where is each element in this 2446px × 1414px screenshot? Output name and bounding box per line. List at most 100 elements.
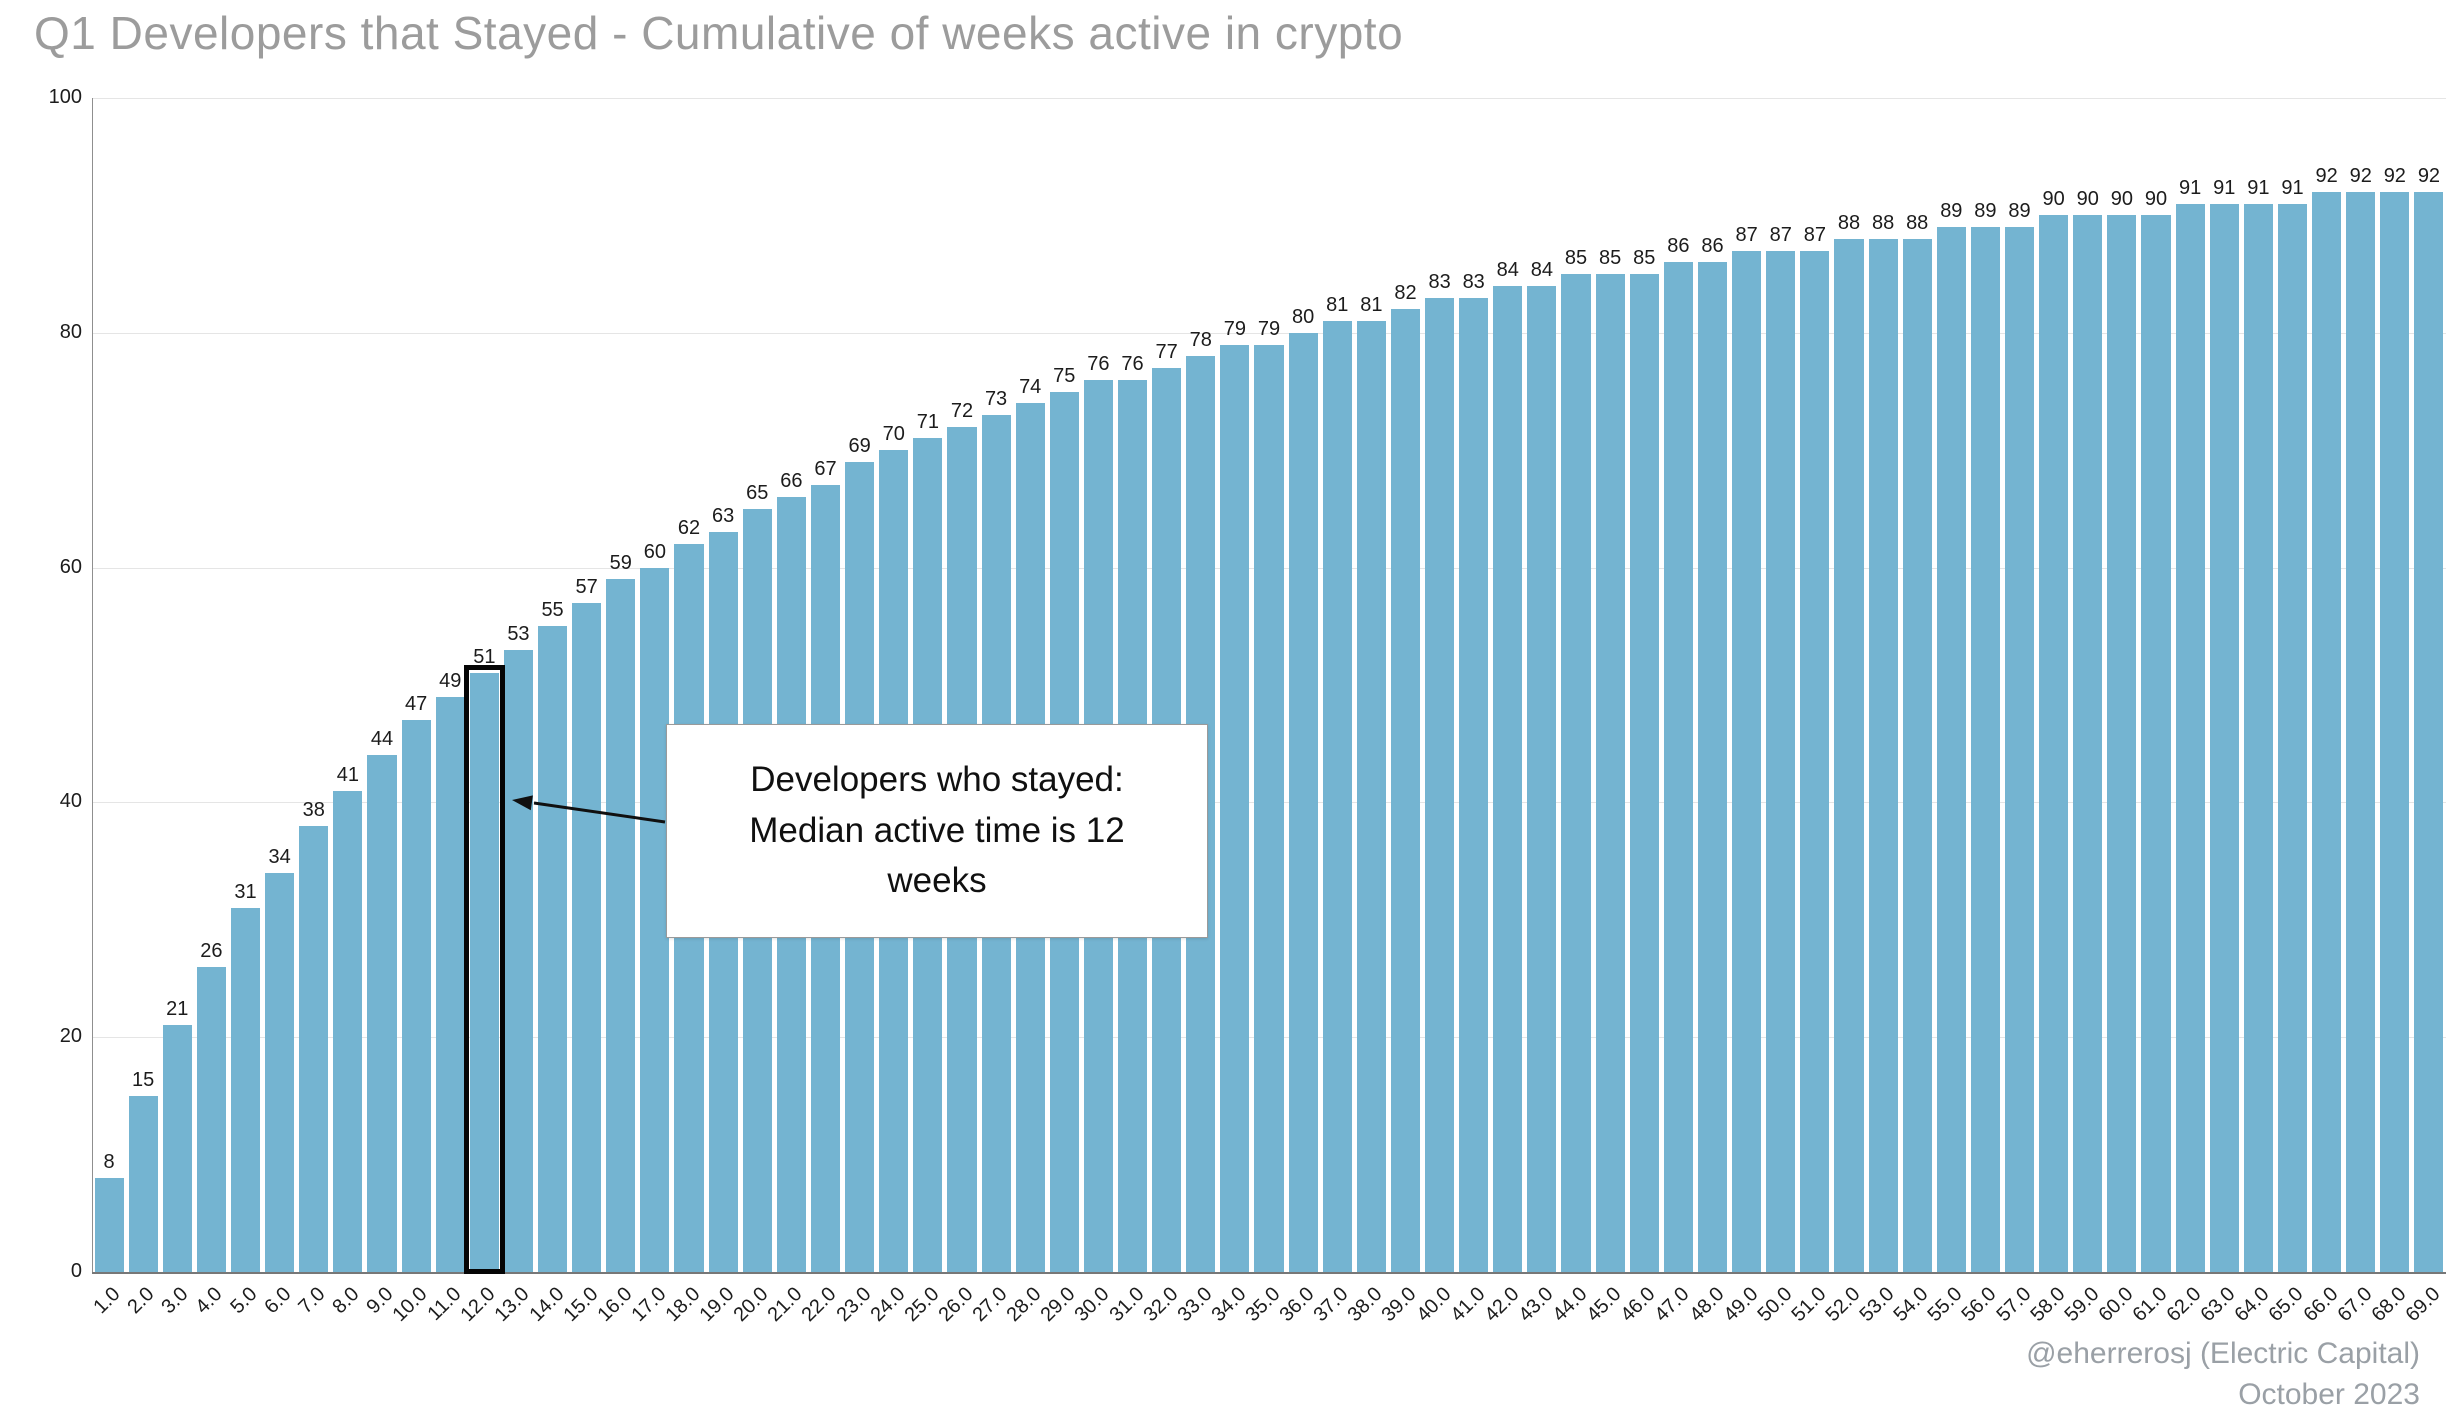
bar-value-label: 87 bbox=[1769, 223, 1792, 246]
bar bbox=[2277, 203, 2308, 1272]
bar-value-label: 83 bbox=[1428, 270, 1451, 293]
highlighted-bar-outline bbox=[463, 665, 505, 1274]
bar-value-label: 91 bbox=[2213, 176, 2236, 199]
bar-value-label: 82 bbox=[1394, 282, 1417, 305]
bar bbox=[2380, 191, 2410, 1272]
y-tick-label: 80 bbox=[59, 320, 82, 343]
bar-value-label: 92 bbox=[2383, 164, 2406, 187]
bar bbox=[606, 579, 636, 1272]
chart-credit: @eherrerosj (Electric Capital) October 2… bbox=[2026, 1334, 2420, 1414]
bar bbox=[94, 1178, 124, 1272]
bar-value-label: 66 bbox=[780, 470, 803, 493]
bar bbox=[230, 908, 261, 1272]
bar bbox=[1697, 262, 1728, 1272]
bar bbox=[538, 626, 568, 1272]
bar-value-label: 78 bbox=[1189, 329, 1212, 352]
bar-value-label: 15 bbox=[132, 1068, 155, 1091]
credit-date: October 2023 bbox=[2238, 1377, 2420, 1411]
bar-value-label: 84 bbox=[1530, 258, 1554, 281]
bar bbox=[1254, 344, 1284, 1272]
bar bbox=[1902, 238, 1932, 1272]
bar bbox=[1732, 250, 1762, 1272]
chart-title: Q1 Developers that Stayed - Cumulative o… bbox=[34, 7, 1404, 59]
bar-value-label: 91 bbox=[2281, 176, 2304, 199]
bar-value-label: 76 bbox=[1121, 352, 1144, 375]
bar bbox=[401, 720, 431, 1272]
bar-value-label: 49 bbox=[439, 669, 462, 692]
bar-value-label: 34 bbox=[268, 845, 291, 868]
bar bbox=[2346, 191, 2376, 1272]
bar bbox=[1425, 297, 1455, 1272]
bar bbox=[1459, 297, 1489, 1272]
bar-value-label: 77 bbox=[1155, 341, 1178, 364]
bar-value-label: 81 bbox=[1326, 294, 1349, 317]
bar-value-label: 88 bbox=[1837, 211, 1861, 234]
bar bbox=[1493, 285, 1523, 1272]
bar bbox=[162, 1025, 192, 1272]
bar-value-label: 59 bbox=[609, 552, 632, 575]
bar-value-label: 38 bbox=[302, 798, 325, 821]
bar-value-label: 89 bbox=[2008, 200, 2031, 223]
bar-value-label: 88 bbox=[1871, 211, 1895, 234]
bar-value-label: 89 bbox=[1974, 200, 1997, 223]
bar bbox=[1629, 274, 1659, 1272]
bar-value-label: 47 bbox=[404, 693, 428, 716]
bar-value-label: 57 bbox=[575, 575, 598, 598]
bar bbox=[2414, 191, 2444, 1272]
bar-value-label: 62 bbox=[677, 517, 701, 540]
bar-value-label: 87 bbox=[1735, 223, 1758, 246]
bar-value-label: 90 bbox=[2144, 188, 2168, 211]
bar-value-label: 44 bbox=[370, 728, 394, 751]
bar-value-label: 76 bbox=[1087, 352, 1110, 375]
bar bbox=[1595, 274, 1625, 1272]
bar-value-label: 26 bbox=[200, 939, 223, 962]
bar-value-label: 92 bbox=[2349, 164, 2372, 187]
bar bbox=[1322, 321, 1352, 1272]
bar bbox=[196, 966, 226, 1272]
gridline bbox=[92, 332, 2446, 334]
bar bbox=[1766, 250, 1796, 1272]
bar bbox=[640, 567, 670, 1272]
bar-value-label: 79 bbox=[1257, 317, 1281, 340]
bar bbox=[128, 1095, 158, 1272]
bar-value-label: 85 bbox=[1599, 247, 1622, 270]
bar-value-label: 71 bbox=[916, 411, 939, 434]
y-tick-label: 0 bbox=[70, 1260, 82, 1282]
x-axis-line bbox=[92, 1272, 2446, 1274]
annotation-text: Developers who stayed: Median active tim… bbox=[749, 759, 1125, 901]
bar-value-label: 80 bbox=[1291, 305, 1315, 328]
bar-value-label: 87 bbox=[1803, 223, 1826, 246]
bar bbox=[1800, 250, 1830, 1272]
bar-value-label: 79 bbox=[1223, 317, 1246, 340]
bar-value-label: 90 bbox=[2110, 188, 2134, 211]
bar-value-label: 90 bbox=[2042, 188, 2065, 211]
annotation-box: Developers who stayed: Median active tim… bbox=[666, 724, 1208, 938]
bar-value-label: 55 bbox=[541, 599, 564, 622]
bar-value-label: 69 bbox=[848, 434, 871, 457]
bar bbox=[1663, 262, 1693, 1272]
bar bbox=[435, 696, 465, 1272]
bar-value-label: 89 bbox=[1940, 200, 1963, 223]
bar-value-label: 91 bbox=[2179, 176, 2202, 199]
bar-value-label: 86 bbox=[1701, 235, 1724, 258]
bar bbox=[2039, 215, 2069, 1272]
bar-value-label: 21 bbox=[166, 998, 189, 1021]
bar-value-label: 67 bbox=[814, 458, 837, 481]
bar-value-label: 70 bbox=[882, 423, 905, 446]
bar bbox=[2107, 215, 2137, 1272]
credit-handle: @eherrerosj (Electric Capital) bbox=[2026, 1337, 2420, 1370]
bar bbox=[1288, 332, 1318, 1272]
bar bbox=[2312, 191, 2342, 1272]
bar bbox=[1561, 274, 1591, 1272]
bar bbox=[2004, 227, 2035, 1272]
bar bbox=[2175, 203, 2205, 1272]
y-tick-label: 60 bbox=[59, 555, 82, 578]
bar-value-label: 81 bbox=[1360, 294, 1383, 317]
bar-value-label: 84 bbox=[1496, 258, 1519, 281]
y-axis-line bbox=[92, 98, 93, 1272]
bar bbox=[2243, 203, 2273, 1272]
bar bbox=[1834, 238, 1864, 1272]
bar-value-label: 53 bbox=[507, 622, 530, 645]
bar-value-label: 65 bbox=[746, 481, 769, 504]
